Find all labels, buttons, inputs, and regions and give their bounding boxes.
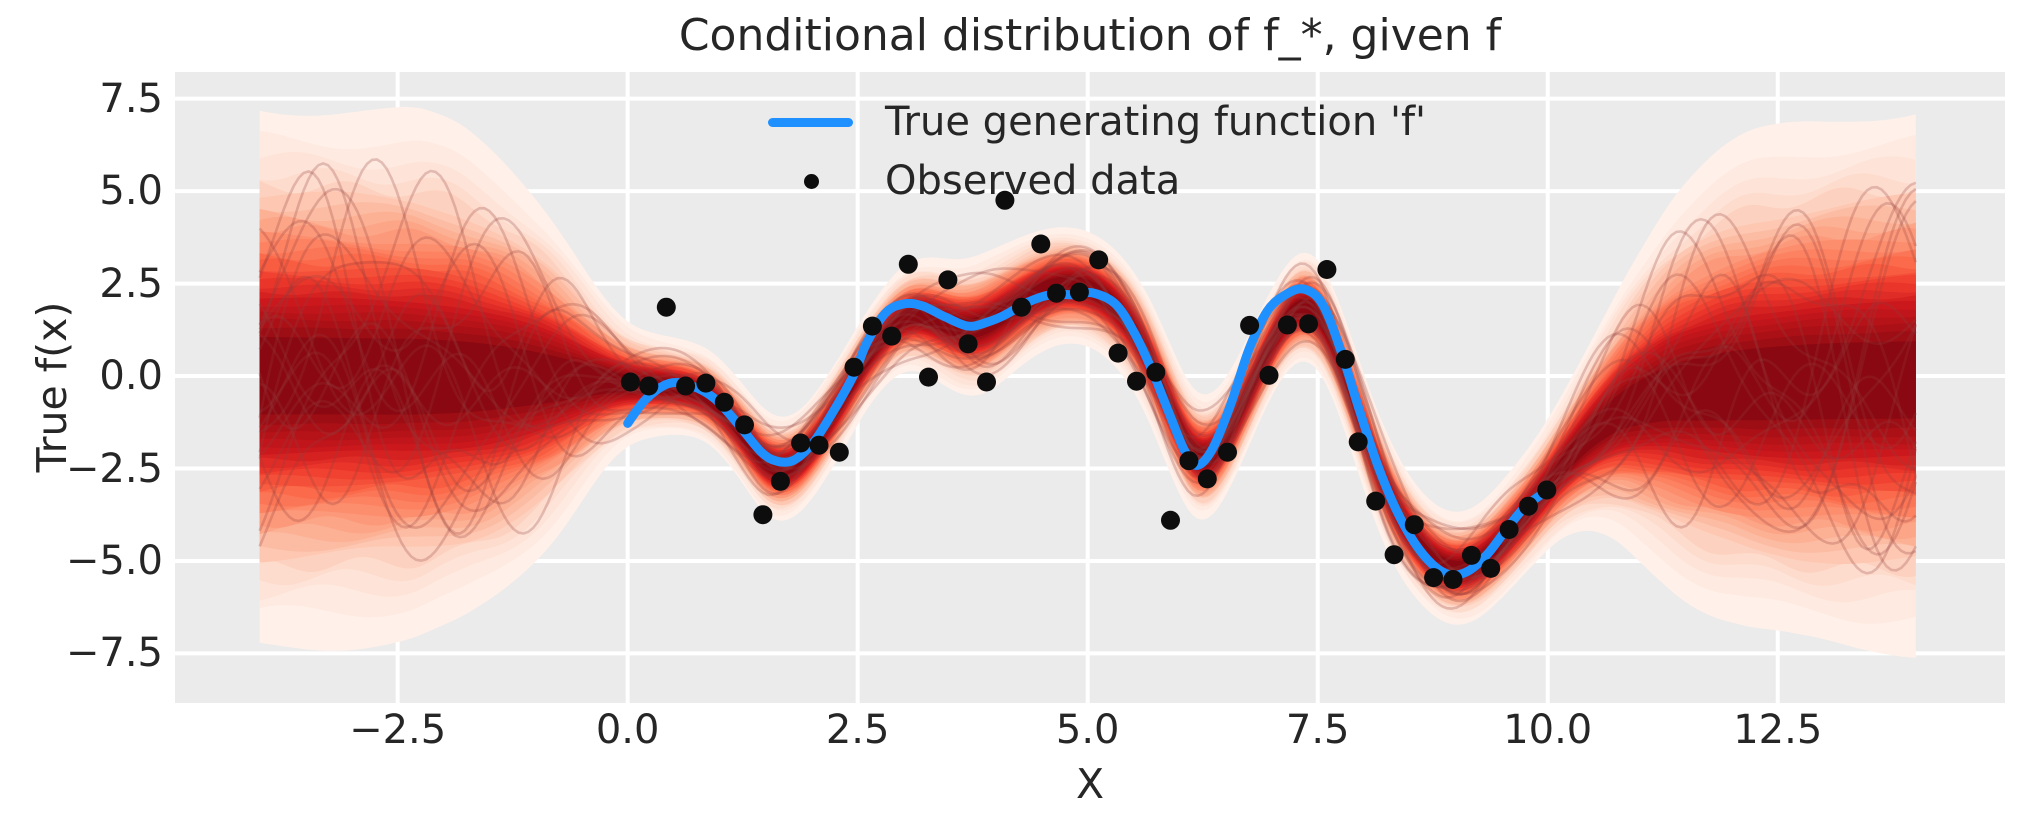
observed-point xyxy=(791,433,811,453)
observed-point xyxy=(1537,480,1557,500)
sample-function-line xyxy=(258,181,1917,557)
observed-point xyxy=(938,270,958,290)
sample-function-line xyxy=(258,200,1917,581)
density-band xyxy=(259,202,1916,605)
x-tick-label: 2.5 xyxy=(825,707,890,753)
x-tick-label: −2.5 xyxy=(349,707,447,753)
observed-point xyxy=(1481,558,1501,578)
observed-point xyxy=(1461,545,1481,565)
legend-label-observed-data: Observed data xyxy=(885,158,1181,204)
observed-point xyxy=(1127,371,1146,391)
legend-line-marker xyxy=(768,118,853,127)
observed-point xyxy=(656,297,676,317)
observed-point xyxy=(1499,520,1519,539)
sample-function-line xyxy=(258,242,1918,545)
observed-point xyxy=(1335,349,1355,369)
observed-point xyxy=(1197,469,1217,489)
y-tick-label: 7.5 xyxy=(99,75,163,122)
observed-point xyxy=(1384,545,1404,565)
x-tick-label: 12.5 xyxy=(1733,707,1823,753)
x-tick-label: 7.5 xyxy=(1285,707,1350,753)
chart-title: Conditional distribution of f_*, given f xyxy=(678,10,1502,61)
x-tick-label: 5.0 xyxy=(1055,707,1120,753)
sample-function-lines xyxy=(258,158,1918,610)
x-axis-label: X xyxy=(1075,760,1105,808)
observed-point xyxy=(1299,314,1318,334)
observed-point xyxy=(735,415,754,435)
sample-function-line xyxy=(258,223,1917,593)
observed-point xyxy=(1161,510,1180,530)
sample-function-line xyxy=(258,162,1917,610)
observed-point xyxy=(1108,343,1128,363)
sample-function-line xyxy=(258,169,1917,596)
observed-point xyxy=(1404,515,1424,535)
observed-point xyxy=(639,376,659,396)
density-bands xyxy=(259,106,1916,658)
sample-function-line xyxy=(258,248,1918,599)
legend-label-true-function: True generating function 'f' xyxy=(885,99,1427,145)
observed-point xyxy=(1069,282,1089,302)
observed-point xyxy=(844,357,864,377)
y-tick-label: −7.5 xyxy=(65,630,163,677)
y-tick-label: −5.0 xyxy=(65,537,163,584)
observed-point xyxy=(898,254,918,274)
observed-point xyxy=(977,372,996,392)
observed-point xyxy=(862,316,882,336)
sample-function-line xyxy=(258,233,1917,589)
observed-point xyxy=(1240,315,1260,335)
sample-function-line xyxy=(258,206,1917,586)
observed-point xyxy=(1424,568,1444,588)
density-band xyxy=(259,274,1916,579)
legend-dot-marker xyxy=(804,174,819,189)
observed-point xyxy=(1218,442,1237,462)
observed-point xyxy=(753,505,773,525)
observed-point xyxy=(1366,491,1386,511)
true-function-line xyxy=(623,284,1553,580)
y-tick-label: 2.5 xyxy=(99,260,163,307)
sample-function-line xyxy=(258,261,1917,589)
sample-function-line xyxy=(259,249,1917,572)
observed-point xyxy=(1046,283,1066,303)
y-tick-label: 0.0 xyxy=(99,353,163,400)
y-tick-label: 5.0 xyxy=(99,168,163,215)
observed-point xyxy=(770,471,790,491)
observed-point xyxy=(1146,362,1166,382)
x-tick-label: 10.0 xyxy=(1503,707,1593,753)
observed-point xyxy=(1348,432,1368,452)
observed-point xyxy=(696,373,716,393)
y-tick-label: −2.5 xyxy=(65,445,163,492)
observed-point xyxy=(1089,250,1109,270)
sample-function-line xyxy=(258,212,1916,578)
sample-function-line xyxy=(258,185,1918,577)
observed-point xyxy=(1277,315,1297,335)
observed-point xyxy=(958,334,978,354)
sample-function-line xyxy=(258,201,1918,541)
observed-point xyxy=(620,372,640,392)
observed-point xyxy=(1031,234,1051,254)
sample-function-line xyxy=(258,230,1918,603)
observed-point xyxy=(829,442,849,462)
observed-point xyxy=(995,190,1015,210)
observed-point xyxy=(1317,260,1337,279)
observed-point xyxy=(676,376,696,396)
x-tick-label: 0.0 xyxy=(595,707,660,753)
observed-points xyxy=(620,190,1557,589)
observed-point xyxy=(1518,496,1538,516)
sample-function-line xyxy=(258,234,1917,596)
sample-function-line xyxy=(258,170,1917,566)
observed-point xyxy=(1179,451,1199,471)
plot-content xyxy=(258,106,1918,658)
observed-point xyxy=(714,392,734,412)
observed-point xyxy=(882,326,902,346)
observed-point xyxy=(919,367,938,387)
sample-function-line xyxy=(258,291,1917,563)
sample-function-line xyxy=(258,187,1917,531)
observed-point xyxy=(1012,297,1031,317)
observed-point xyxy=(1259,365,1279,385)
observed-point xyxy=(809,435,829,455)
observed-point xyxy=(1443,570,1463,589)
